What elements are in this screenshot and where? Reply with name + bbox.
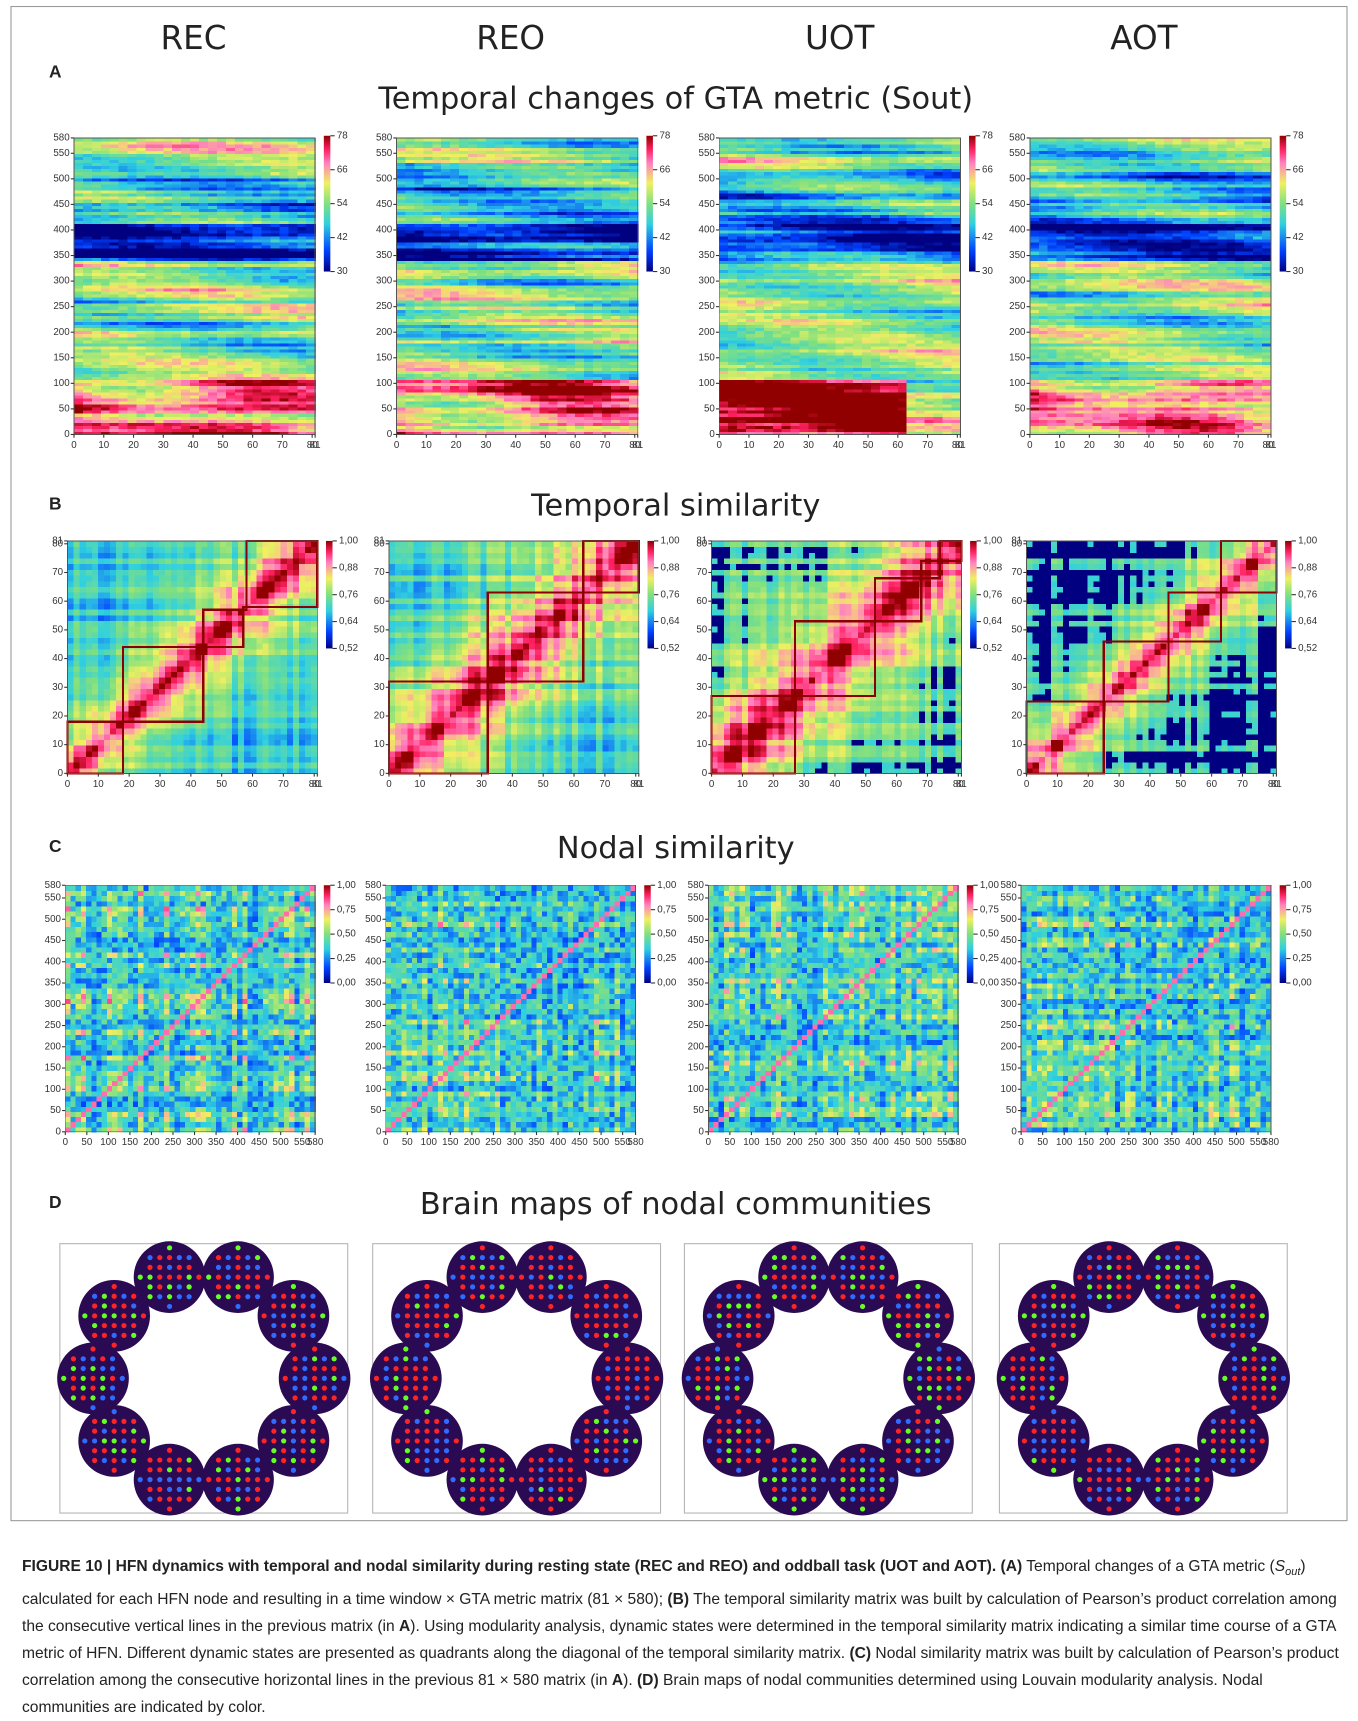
colorbar-label: 54 <box>337 198 348 209</box>
y-tick-label: 50 <box>59 403 70 414</box>
panel-label: B <box>49 494 62 514</box>
column-header: REO <box>476 19 545 57</box>
y-tick-label: 200 <box>53 327 70 338</box>
heat-cell <box>83 138 93 142</box>
heat-cell <box>297 138 307 142</box>
heat-cell <box>306 138 316 142</box>
section-title: Temporal changes of GTA metric (Sout) <box>377 81 973 116</box>
y-tick-label: 300 <box>53 276 70 287</box>
heatmap <box>397 138 639 435</box>
heat-cell <box>244 138 254 142</box>
heat-cell <box>163 138 173 142</box>
heat-cell <box>154 138 164 142</box>
heat-cell <box>119 138 129 142</box>
heat-cell <box>288 138 298 142</box>
heat-cell <box>208 138 218 142</box>
x-tick-label: 70 <box>277 440 288 451</box>
x-tick-label: 81 <box>310 440 321 451</box>
x-tick-label: 30 <box>158 440 169 451</box>
y-tick-label: 500 <box>53 173 70 184</box>
section-title: Brain maps of nodal communities <box>420 1187 932 1222</box>
x-tick-label: 0 <box>71 440 77 451</box>
y-tick-label: 400 <box>53 225 70 236</box>
heat-cell <box>110 138 120 142</box>
x-tick-label: 50 <box>217 440 228 451</box>
heatmap <box>74 138 316 435</box>
colorbar <box>324 136 331 272</box>
y-tick-label: 150 <box>53 352 70 363</box>
heat-cell <box>253 138 263 142</box>
y-tick-label: 0 <box>64 429 70 440</box>
figure: REC REO UOT AOT A Temporal changes of GTA met… <box>0 0 1358 1525</box>
x-tick-label: 40 <box>188 440 199 451</box>
y-tick-label: 350 <box>53 250 70 261</box>
panel-label: D <box>49 1192 62 1212</box>
x-tick-label: 60 <box>247 440 258 451</box>
heat-cell <box>92 138 102 142</box>
heat-cell <box>145 138 155 142</box>
x-tick-label: 20 <box>128 440 139 451</box>
colorbar-label: 30 <box>337 266 348 277</box>
colorbar-label: 42 <box>337 232 348 243</box>
heat-cell <box>262 138 272 142</box>
column-header: AOT <box>1110 19 1177 57</box>
panel-label: A <box>49 61 62 81</box>
heat-cell <box>199 138 209 142</box>
y-tick-label: 450 <box>53 199 70 210</box>
section-title: Nodal similarity <box>557 831 795 866</box>
heat-cell <box>101 138 111 142</box>
colorbar-label: 78 <box>337 130 348 141</box>
panel-label: C <box>49 836 62 856</box>
heat-cell <box>74 138 84 142</box>
heat-cell <box>128 138 138 142</box>
heat-cell <box>226 138 236 142</box>
heat-cell <box>181 138 191 142</box>
heat-cell <box>137 138 147 142</box>
colorbar-label: 66 <box>337 164 348 175</box>
y-tick-label: 100 <box>53 378 70 389</box>
y-tick-label: 250 <box>53 301 70 312</box>
column-header: REC <box>160 19 226 57</box>
x-tick-label: 10 <box>98 440 109 451</box>
heat-cell <box>217 138 227 142</box>
column-header: UOT <box>805 19 874 57</box>
heat-cell <box>172 138 182 142</box>
heat-cell <box>190 138 200 142</box>
heat-cell <box>279 138 289 142</box>
y-tick-label: 550 <box>53 148 70 159</box>
heat-cell <box>235 138 245 142</box>
section-title: Temporal similarity <box>530 489 820 524</box>
heat-cell <box>270 138 280 142</box>
y-tick-label: 580 <box>53 133 70 144</box>
